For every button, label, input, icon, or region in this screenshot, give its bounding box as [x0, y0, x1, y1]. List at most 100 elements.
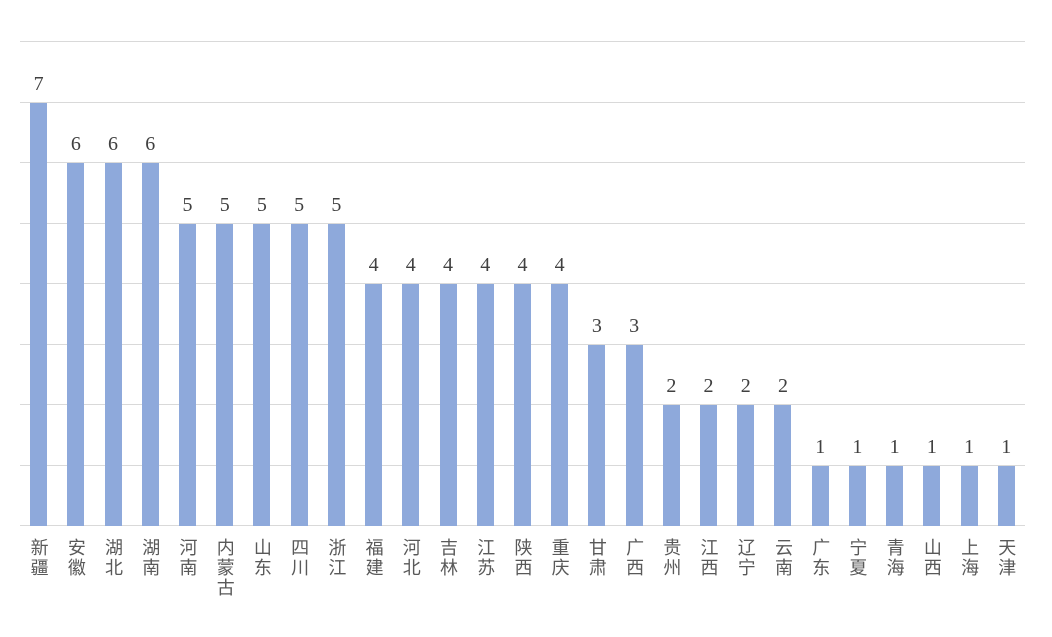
x-axis-label: 青海	[884, 538, 905, 578]
bar-value-label: 2	[703, 375, 714, 397]
bar-value-label: 6	[70, 133, 81, 155]
plot-area: 7 6 6 6 5 5 5 5 5 4 4 4 4 4 4 3 3 2 2 2 2 1 1 1 1 1 1	[20, 41, 1025, 526]
gridline	[20, 41, 1025, 42]
x-axis-label-slot: 上海	[950, 538, 987, 578]
x-axis-label: 天津	[996, 538, 1017, 578]
bar-slot: 1	[876, 42, 913, 526]
x-axis-label-slot: 山东	[243, 538, 280, 578]
x-axis-label: 江西	[698, 538, 719, 578]
x-axis-label-slot: 河北	[392, 538, 429, 578]
x-axis-label-slot: 甘肃	[578, 538, 615, 578]
bar-value-label: 7	[33, 72, 44, 95]
bar-slot: 1	[802, 42, 839, 526]
x-axis-label-slot: 江西	[690, 538, 727, 578]
x-axis-label-slot: 青海	[876, 538, 913, 578]
bar-value-label: 4	[480, 254, 491, 276]
x-axis-labels-row: 新疆 安徽 湖北 湖南 河南 内蒙古 山东 四川 浙江 福建 河北 吉林 江苏 陕西 重庆 甘肃 广西 贵州 江西辽…	[20, 538, 1025, 598]
x-axis-label-slot: 安徽	[57, 538, 94, 578]
x-axis-label: 吉林	[438, 538, 459, 578]
bar	[811, 465, 829, 526]
x-axis-label: 山西	[921, 538, 942, 578]
bar-value-label: 1	[815, 435, 826, 458]
bar-slot: 4	[355, 42, 392, 526]
bar-slot: 1	[988, 42, 1025, 526]
x-axis-label-slot: 河南	[169, 538, 206, 578]
bar	[923, 465, 941, 526]
bar	[178, 223, 196, 526]
x-axis-label: 河北	[400, 538, 421, 578]
x-axis-label-slot: 广东	[802, 538, 839, 578]
bar-value-label: 1	[852, 435, 863, 458]
x-axis-label-slot: 江苏	[467, 538, 504, 578]
bar	[551, 284, 569, 526]
bar	[253, 223, 271, 526]
bar	[141, 163, 159, 526]
bar-value-label: 2	[777, 375, 788, 397]
x-axis-label: 陕西	[512, 538, 533, 578]
x-axis-label: 湖南	[140, 538, 161, 578]
bar-value-label: 1	[889, 435, 900, 458]
x-axis-label-slot: 湖南	[132, 538, 169, 578]
x-axis-label: 安徽	[65, 538, 86, 578]
x-axis-label-slot: 云南	[764, 538, 801, 578]
bar	[774, 405, 792, 526]
x-axis-label: 上海	[959, 538, 980, 578]
x-axis-label: 内蒙古	[214, 538, 235, 598]
x-axis-label-slot: 山西	[913, 538, 950, 578]
bar-slot: 5	[206, 42, 243, 526]
bar-slot: 1	[950, 42, 987, 526]
bar	[216, 223, 234, 526]
bar-value-label: 5	[219, 193, 230, 216]
bar-value-label: 6	[145, 133, 156, 155]
x-axis-label: 山东	[251, 538, 272, 578]
bar-value-label: 1	[1001, 435, 1012, 458]
bar-value-label: 2	[740, 375, 751, 397]
bar-slot: 6	[132, 42, 169, 526]
x-axis-label: 河南	[177, 538, 198, 578]
bar-value-label: 4	[443, 254, 454, 276]
bar-value-label: 4	[405, 254, 416, 276]
x-axis-label: 辽宁	[735, 538, 756, 578]
gridline	[20, 162, 1025, 163]
bar	[588, 344, 606, 526]
bar-slot: 1	[913, 42, 950, 526]
x-axis-label-slot: 贵州	[653, 538, 690, 578]
bar-slot: 5	[318, 42, 355, 526]
x-axis-label: 宁夏	[847, 538, 868, 578]
x-axis-label: 重庆	[549, 538, 570, 578]
bar	[700, 405, 718, 526]
bar-slot: 2	[764, 42, 801, 526]
bar-slot: 6	[94, 42, 131, 526]
bar-value-label: 1	[964, 435, 975, 458]
bar-slot: 4	[429, 42, 466, 526]
bar-slot: 5	[169, 42, 206, 526]
bar-slot: 2	[690, 42, 727, 526]
bar-value-label: 1	[926, 435, 937, 458]
x-axis-label-slot: 广西	[616, 538, 653, 578]
bar-slot: 4	[541, 42, 578, 526]
bar-value-label: 2	[666, 375, 677, 397]
bar	[997, 465, 1015, 526]
x-axis-label-slot: 吉林	[429, 538, 466, 578]
x-axis-label-slot: 辽宁	[727, 538, 764, 578]
x-axis-label-slot: 福建	[355, 538, 392, 578]
x-axis-label-slot: 浙江	[318, 538, 355, 578]
x-axis-label: 云南	[772, 538, 793, 578]
bar	[476, 284, 494, 526]
bar-value-label: 4	[554, 254, 565, 276]
bar-value-label: 5	[256, 193, 267, 216]
x-axis-label: 福建	[363, 538, 384, 578]
bar-value-label: 5	[331, 193, 342, 216]
bar	[848, 465, 866, 526]
bar	[402, 284, 420, 526]
x-axis-label: 广西	[624, 538, 645, 578]
bar-value-label: 4	[368, 254, 379, 276]
bar-slot: 4	[504, 42, 541, 526]
x-axis-label: 新疆	[28, 538, 49, 578]
bar	[30, 102, 48, 526]
bar	[67, 163, 85, 526]
bar	[737, 405, 755, 526]
bar-slot: 4	[467, 42, 504, 526]
x-axis-label: 江苏	[475, 538, 496, 578]
bar	[886, 465, 904, 526]
